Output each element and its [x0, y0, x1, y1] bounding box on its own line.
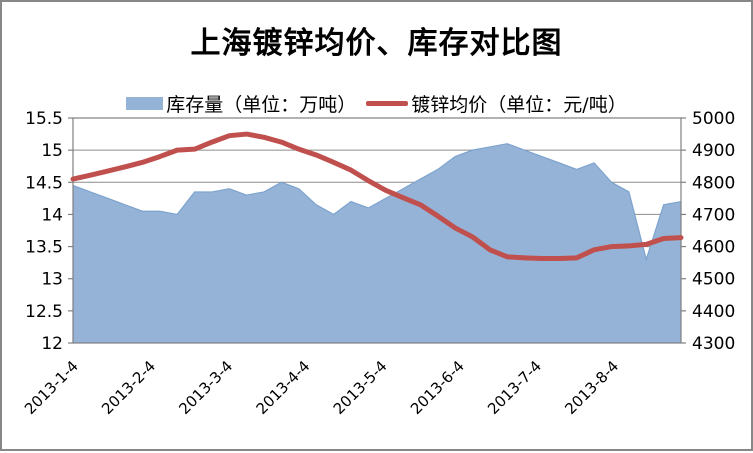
price-line-swatch: [366, 100, 409, 106]
chart-legend: 库存量（单位：万吨） 镀锌均价（单位：元/吨）: [2, 90, 751, 116]
x-axis-label: 2013-2-4: [98, 357, 159, 418]
plot-border: [72, 117, 682, 344]
legend-item-inventory: 库存量（单位：万吨）: [126, 90, 356, 117]
inventory-legend-label: 库存量（单位：万吨）: [166, 93, 357, 116]
right-axis-label: 4300: [692, 334, 735, 354]
inventory-area-swatch: [126, 96, 164, 110]
x-axis-label: 2013-4-4: [253, 357, 314, 418]
x-axis-label: 2013-3-4: [175, 357, 236, 418]
right-axis-label: 5000: [692, 109, 735, 129]
x-axis-label: 2013-1-4: [21, 357, 82, 418]
right-axis-label: 4600: [692, 238, 735, 258]
x-axis-label: 2013-8-4: [561, 357, 622, 418]
left-axis-label: 15: [41, 141, 63, 161]
chart-title: 上海镀锌均价、库存对比图: [190, 26, 563, 61]
left-axis-label: 13: [41, 270, 63, 290]
right-axis-label: 4800: [692, 173, 735, 193]
inventory-area-series: [73, 143, 681, 343]
left-axis-label: 14: [41, 205, 63, 225]
right-axis-label: 4400: [692, 302, 735, 322]
right-axis-label: 4900: [692, 141, 735, 161]
right-axis-label: 4500: [692, 270, 735, 290]
x-axis-label: 2013-5-4: [330, 357, 391, 418]
left-axis-label: 15.5: [25, 109, 63, 129]
right-axis-label: 4700: [692, 205, 735, 225]
left-axis-label: 12.5: [25, 302, 63, 322]
left-axis-label: 12: [41, 334, 63, 354]
legend-item-price: 镀锌均价（单位：元/吨）: [366, 90, 627, 117]
price-line-series: [70, 131, 684, 261]
x-axis-label: 2013-6-4: [407, 357, 468, 418]
left-axis-label: 14.5: [25, 173, 63, 193]
left-axis-label: 13.5: [25, 238, 63, 258]
inventory-area-edge: [72, 143, 682, 262]
price-legend-label: 镀锌均价（单位：元/吨）: [411, 93, 627, 116]
x-axis-label: 2013-7-4: [484, 357, 545, 418]
